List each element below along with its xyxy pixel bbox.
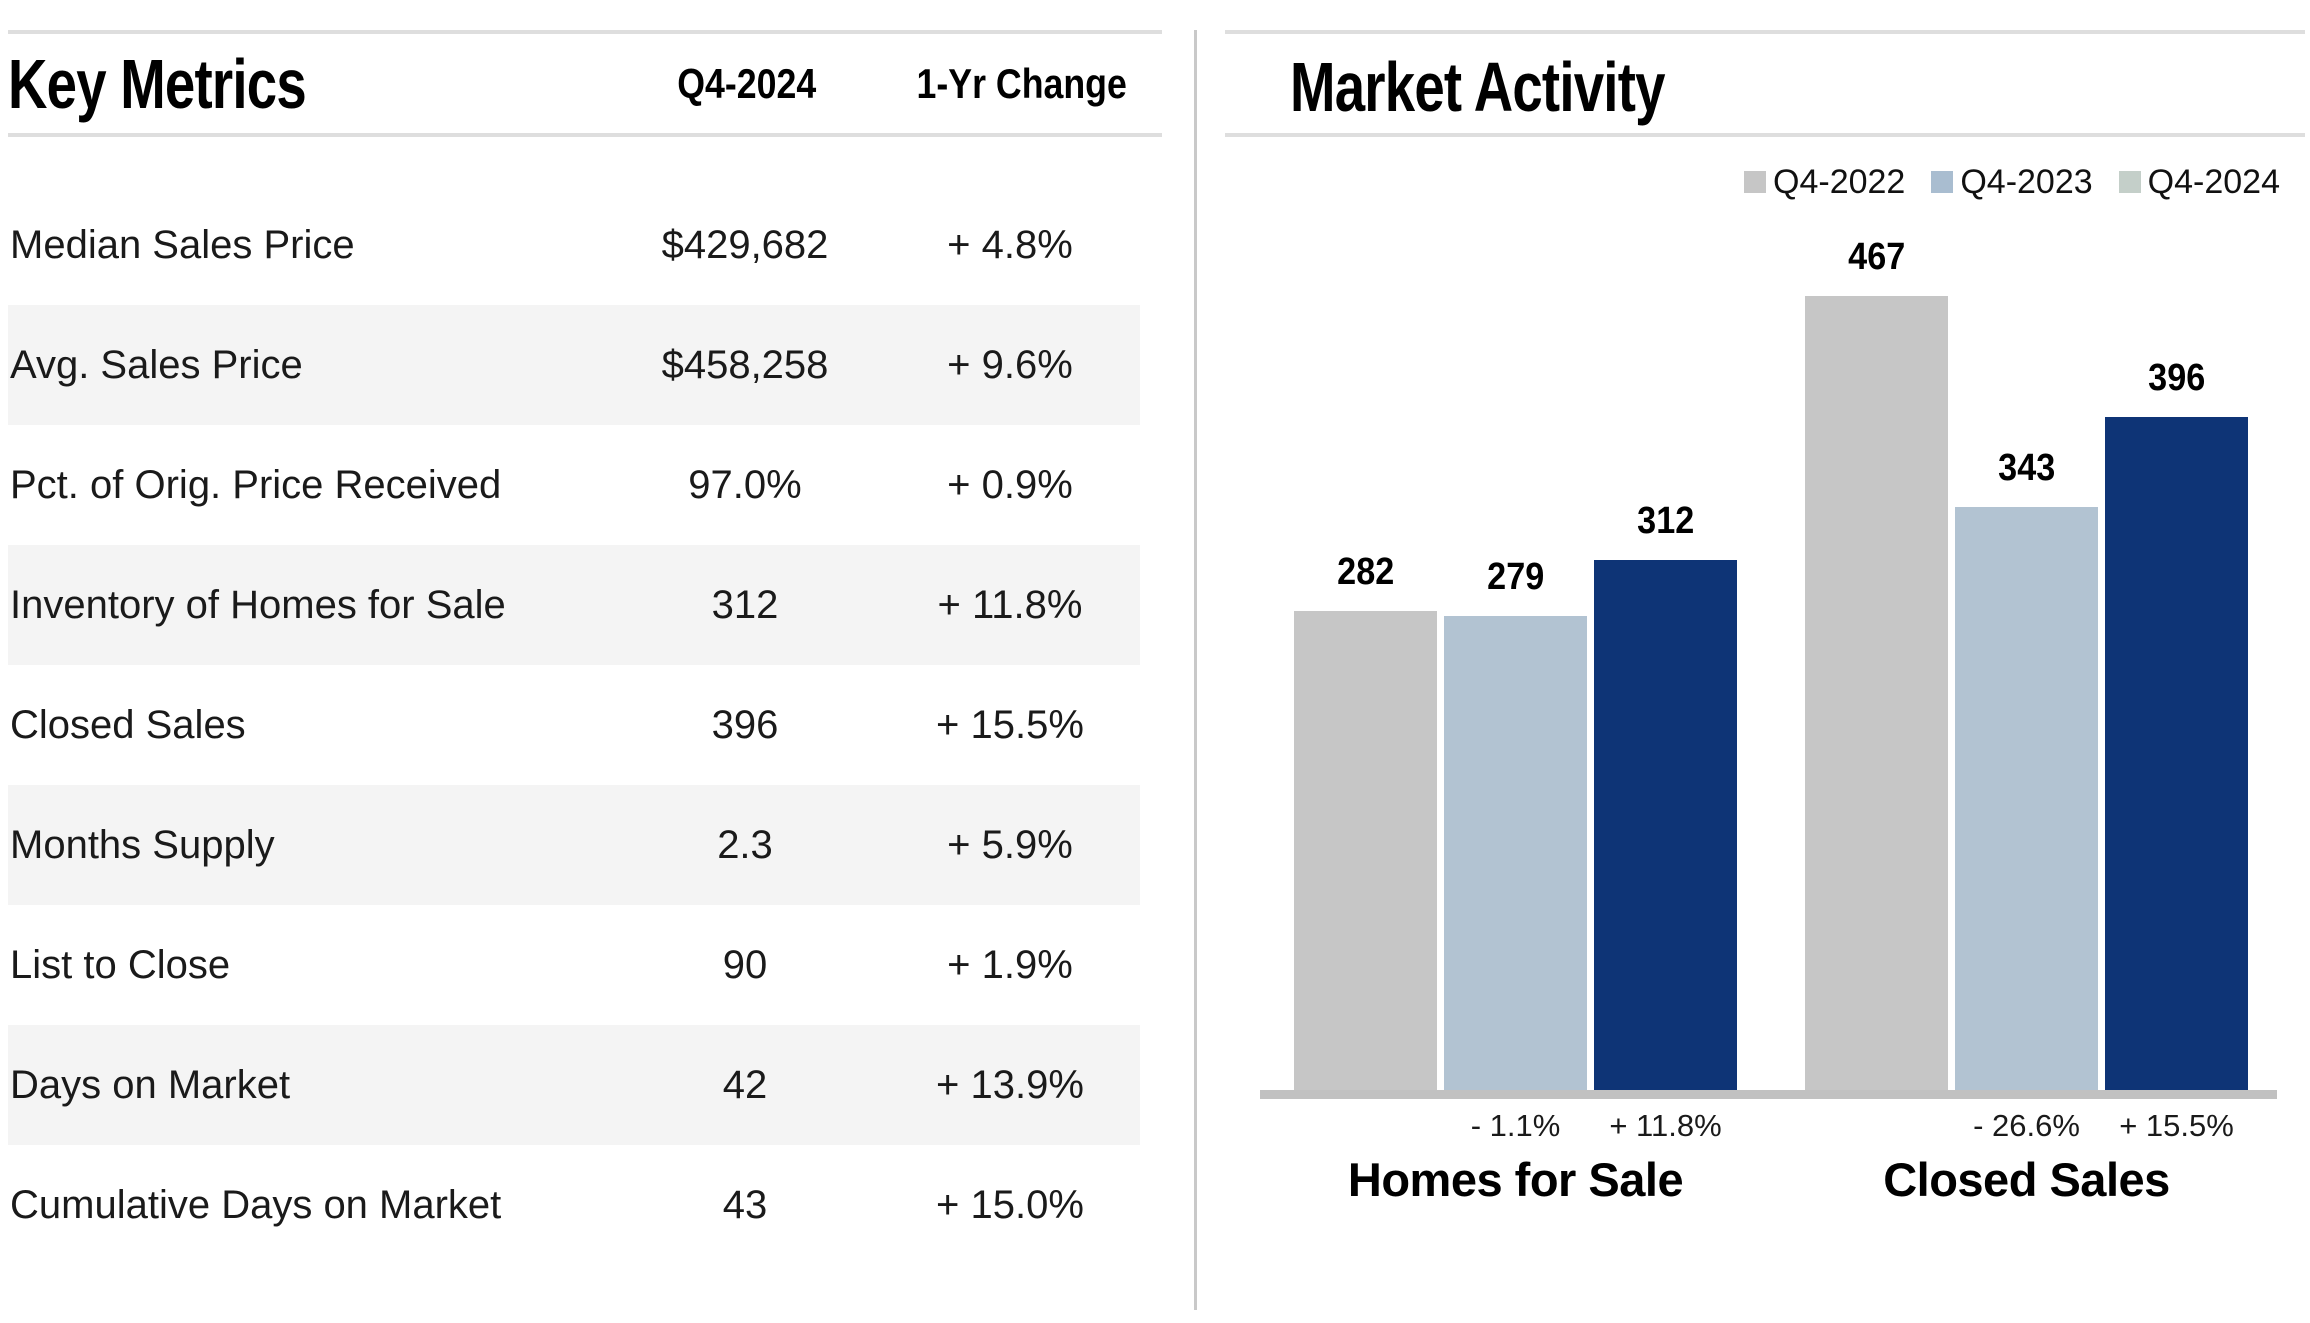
metric-change: + 11.8% xyxy=(937,582,1083,627)
bar-value-text: 467 xyxy=(1847,236,1906,278)
legend-swatch-q4-2023 xyxy=(1931,171,1954,193)
change-label: + 15.5% xyxy=(2119,1108,2234,1143)
market-activity-title-cell: Market Activity xyxy=(1290,40,1770,134)
metric-change: + 0.9% xyxy=(947,462,1073,507)
table-row: Days on Market 42 + 13.9% xyxy=(8,1025,1140,1145)
metric-change: + 15.0% xyxy=(936,1182,1084,1227)
legend-item: Q4-2023 xyxy=(1931,162,2093,202)
bar-value-label: 396 xyxy=(2077,357,2277,400)
bar-q4-2024-homes-for-sale xyxy=(1594,560,1737,1090)
bar-value-label: 343 xyxy=(1927,447,2127,490)
bar-q4-2023-homes-for-sale xyxy=(1444,616,1587,1090)
legend-swatch-q4-2022 xyxy=(1744,171,1767,193)
metric-value: 396 xyxy=(711,702,779,747)
market-activity-top-rule xyxy=(1225,30,2305,34)
category-label-homes-for-sale: Homes for Sale xyxy=(1347,1153,1684,1206)
chart-legend: Q4-2022 Q4-2023 Q4-2024 xyxy=(1225,163,2280,201)
bar-value-text: 282 xyxy=(1336,551,1395,593)
bar-value-label: 467 xyxy=(1777,236,1977,279)
metric-change: + 1.9% xyxy=(947,942,1073,987)
market-activity-title: Market Activity xyxy=(1290,48,1665,126)
metric-value: 42 xyxy=(722,1062,768,1107)
table-row: Cumulative Days on Market 43 + 15.0% xyxy=(8,1145,1140,1265)
column-header-change: 1-Yr Change xyxy=(916,59,1128,107)
table-row: List to Close 90 + 1.9% xyxy=(8,905,1140,1025)
bar-q4-2023-closed-sales xyxy=(1955,507,2098,1090)
panel-divider-line xyxy=(1194,30,1197,1310)
bar-value-label: 282 xyxy=(1266,551,1466,594)
metric-label: Closed Sales xyxy=(10,702,246,747)
metric-value: $458,258 xyxy=(661,342,829,387)
key-metrics-header-rule xyxy=(8,133,1162,137)
key-metrics-header: Key Metrics Q4-2024 1-Yr Change xyxy=(8,34,1162,133)
bar-q4-2022-homes-for-sale xyxy=(1294,611,1437,1090)
table-row: Closed Sales 396 + 15.5% xyxy=(8,665,1140,785)
bar-value-text: 312 xyxy=(1636,500,1695,542)
metric-label: Median Sales Price xyxy=(10,222,355,267)
key-metrics-title: Key Metrics xyxy=(8,44,307,123)
metric-change: + 4.8% xyxy=(947,222,1073,267)
metric-label: Days on Market xyxy=(10,1062,291,1107)
metric-change: + 13.9% xyxy=(936,1062,1084,1107)
legend-swatch-q4-2024 xyxy=(2118,171,2141,193)
legend-label: Q4-2022 xyxy=(1773,162,1906,201)
metric-value: 90 xyxy=(722,942,768,987)
key-metrics-table: Median Sales Price $429,682 + 4.8% Avg. Sal… xyxy=(8,185,1140,1265)
metric-label: Months Supply xyxy=(10,822,275,867)
chart-baseline xyxy=(1260,1090,2277,1099)
table-row: Months Supply 2.3 + 5.9% xyxy=(8,785,1140,905)
bar-q4-2024-closed-sales xyxy=(2105,417,2248,1090)
column-header-period: Q4-2024 xyxy=(677,59,817,107)
metric-change: + 5.9% xyxy=(947,822,1073,867)
metric-label: List to Close xyxy=(10,942,231,987)
metric-label: Cumulative Days on Market xyxy=(10,1182,502,1227)
metric-label: Pct. of Orig. Price Received xyxy=(10,462,502,507)
metric-value: 43 xyxy=(722,1182,768,1227)
metric-value: 312 xyxy=(711,582,779,627)
metric-change: + 15.5% xyxy=(936,702,1084,747)
bar-q4-2022-closed-sales xyxy=(1805,296,1948,1090)
bar-value-text: 279 xyxy=(1486,556,1545,598)
metric-value: 2.3 xyxy=(717,822,773,867)
column-header-change-cell: 1-Yr Change xyxy=(882,60,1162,108)
legend-label: Q4-2023 xyxy=(1960,162,2093,201)
metric-label: Inventory of Homes for Sale xyxy=(10,582,506,627)
table-row: Pct. of Orig. Price Received 97.0% + 0.9% xyxy=(8,425,1140,545)
metric-value: 97.0% xyxy=(688,462,802,507)
bar-value-label: 312 xyxy=(1566,500,1766,543)
table-row: Avg. Sales Price $458,258 + 9.6% xyxy=(8,305,1140,425)
metric-value: $429,682 xyxy=(661,222,829,267)
market-activity-header-rule xyxy=(1225,133,2305,137)
key-metrics-title-cell: Key Metrics xyxy=(8,44,612,124)
bar-value-text: 343 xyxy=(1997,447,2056,489)
change-label: + 11.8% xyxy=(1609,1108,1722,1143)
legend-item: Q4-2022 xyxy=(1744,163,1905,202)
bar-value-label: 279 xyxy=(1416,556,1616,599)
column-header-period-cell: Q4-2024 xyxy=(612,60,882,108)
key-metrics-top-rule xyxy=(8,30,1162,34)
metric-label: Avg. Sales Price xyxy=(10,342,303,387)
legend-item: Q4-2024 xyxy=(2118,162,2280,202)
table-row: Median Sales Price $429,682 + 4.8% xyxy=(8,185,1140,305)
category-label-closed-sales: Closed Sales xyxy=(1883,1153,2170,1206)
bar-value-text: 396 xyxy=(2147,357,2206,399)
table-row: Inventory of Homes for Sale 312 + 11.8% xyxy=(8,545,1140,665)
change-label: - 1.1% xyxy=(1470,1108,1561,1143)
metric-change: + 9.6% xyxy=(947,342,1073,387)
change-label: - 26.6% xyxy=(1973,1108,2080,1143)
legend-label: Q4-2024 xyxy=(2147,162,2280,201)
